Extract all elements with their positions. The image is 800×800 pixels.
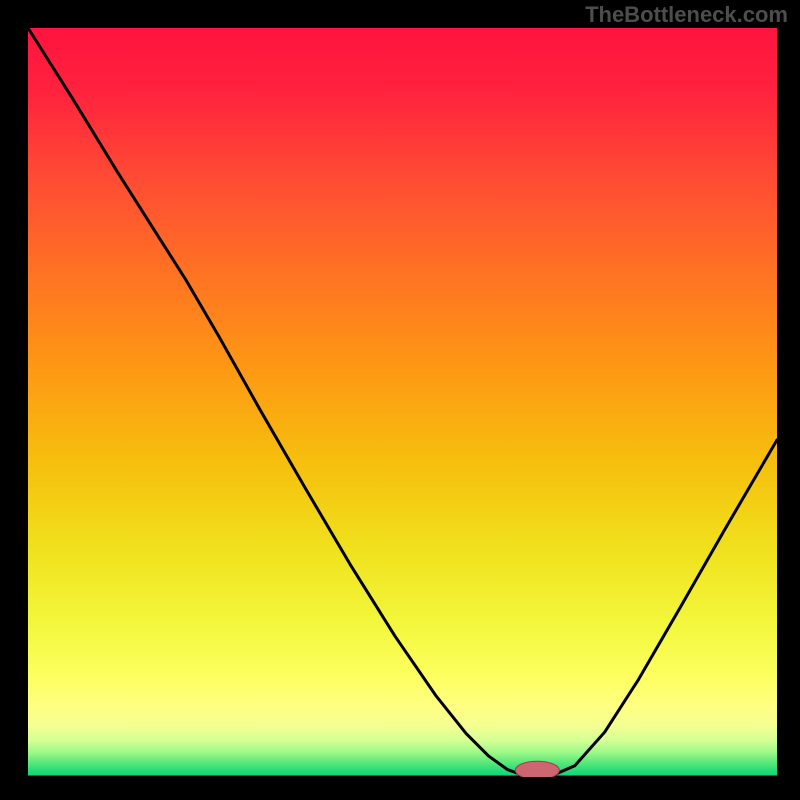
optimum-marker <box>515 761 559 777</box>
bottleneck-curve <box>28 28 777 776</box>
chart-svg <box>28 28 777 777</box>
watermark-text: TheBottleneck.com <box>585 2 788 28</box>
chart-area <box>28 28 777 777</box>
